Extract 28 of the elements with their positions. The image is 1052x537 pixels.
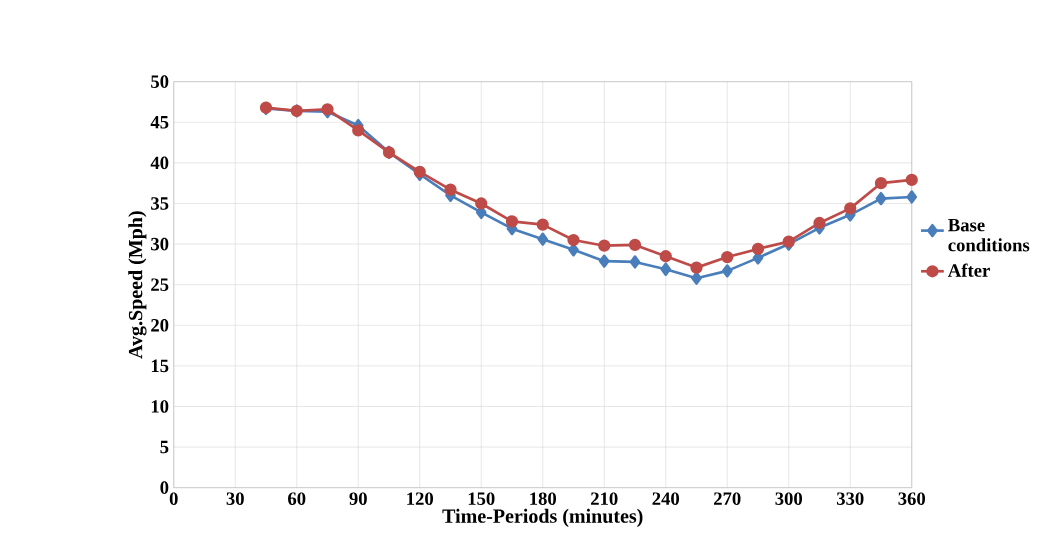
y-tick-label: 15 <box>151 359 169 373</box>
y-tick-label: 10 <box>151 400 169 413</box>
x-tick-label: 240 <box>652 492 680 505</box>
y-tick-label: 30 <box>151 237 169 251</box>
y-tick-label: 5 <box>160 440 169 454</box>
x-tick-label: 150 <box>468 492 495 505</box>
y-tick-label: 20 <box>151 318 169 332</box>
y-tick-label: 0 <box>160 481 169 494</box>
y-tick-label: 50 <box>151 75 169 88</box>
y-tick-label: 25 <box>151 278 169 291</box>
y-tick-label: 40 <box>150 156 169 170</box>
x-tick-label: 90 <box>349 492 367 505</box>
x-tick-label: 360 <box>898 492 926 505</box>
x-tick-label: 300 <box>775 492 803 505</box>
x-tick-label: 210 <box>591 492 618 505</box>
x-tick-label: 60 <box>288 492 306 505</box>
x-tick-label: 120 <box>407 492 434 505</box>
x-tick-label: 0 <box>169 492 178 505</box>
legend-label: Base conditions <box>948 218 1030 252</box>
y-tick-label: 35 <box>151 197 169 210</box>
x-tick-label: 330 <box>836 492 864 505</box>
y-axis-title: Avg.Speed (Mph) <box>128 211 147 359</box>
legend-label: After <box>947 263 990 277</box>
y-tick-label: 45 <box>150 116 169 129</box>
x-tick-label: 180 <box>530 492 557 505</box>
x-axis-title: Time-Periods (minutes) <box>442 508 643 527</box>
x-tick-label: 30 <box>226 492 244 505</box>
x-tick-label: 270 <box>714 492 741 505</box>
